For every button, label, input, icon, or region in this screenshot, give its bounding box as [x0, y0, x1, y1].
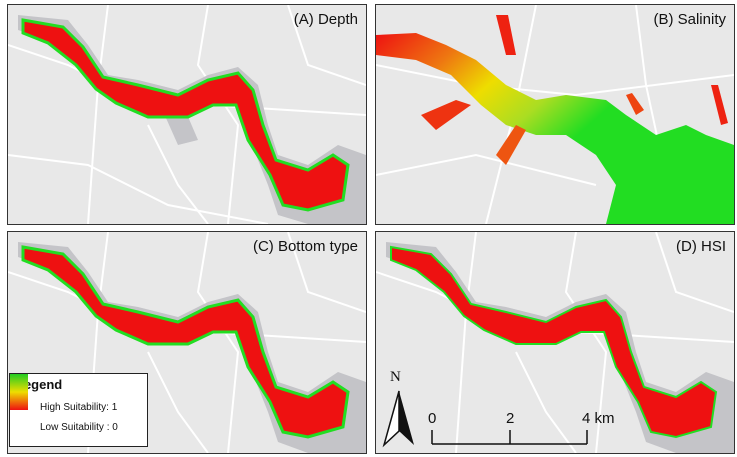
scale-label-4km: 4 km: [582, 410, 615, 427]
panel-hsi: (D) HSI N 0 2 4 km: [375, 231, 735, 454]
panel-bottom-type: (C) Bottom type Legend High Suitability:…: [7, 231, 367, 454]
tributary-2: [496, 125, 526, 165]
river-suitability-salinity: [376, 33, 734, 224]
legend-color-ramp: [10, 374, 28, 410]
river-suitability-hsi: [390, 245, 718, 439]
legend-low-label: Low Suitability : 0: [40, 422, 118, 433]
north-letter: N: [390, 369, 401, 385]
tributary-3: [496, 15, 516, 55]
tributary-5: [626, 93, 644, 115]
scale-label-2: 2: [506, 410, 515, 427]
panel-salinity: (B) Salinity: [375, 4, 735, 225]
scale-bar-line: [431, 430, 588, 445]
river-suitability-depth: [21, 18, 350, 212]
tributary-4: [711, 85, 728, 125]
panel-b-label: (B) Salinity: [653, 11, 726, 28]
salinity-map: [376, 5, 734, 224]
bottom-type-map: [8, 232, 366, 453]
hsi-map: [376, 232, 734, 453]
panel-depth: (A) Depth: [7, 4, 367, 225]
north-arrow: N: [382, 369, 416, 449]
river-suitability-bottom: [21, 245, 350, 439]
legend: Legend High Suitability: 1 Low Suitabili…: [9, 373, 148, 447]
scale-label-0: 0: [428, 410, 437, 427]
depth-map: [8, 5, 366, 224]
north-arrow-icon: [382, 390, 414, 448]
legend-high-label: High Suitability: 1: [40, 402, 118, 413]
panel-a-label: (A) Depth: [293, 11, 358, 28]
scale-bar: 0 2 4 km: [424, 410, 634, 450]
panel-c-label: (C) Bottom type: [252, 238, 358, 255]
panel-d-label: (D) HSI: [676, 238, 726, 255]
tributary-1: [421, 100, 471, 130]
